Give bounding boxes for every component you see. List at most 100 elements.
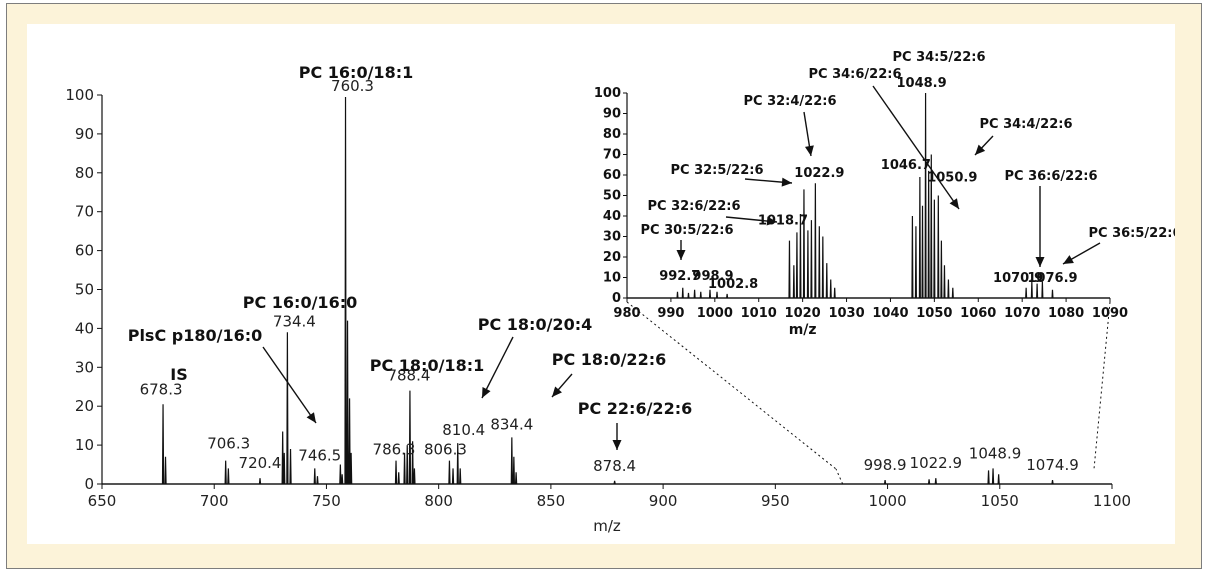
annotation-pc-34-5-22-6: PC 34:5/22:6 bbox=[892, 50, 985, 65]
inset-y-tick-label: 10 bbox=[603, 271, 621, 286]
inset-y-tick-label: 80 bbox=[603, 127, 621, 142]
arrow-pc-34-6-22-6 bbox=[872, 85, 960, 210]
annotation-pc-32-4-22-6: PC 32:4/22:6 bbox=[743, 94, 836, 109]
main-peak-label: 720.4 bbox=[239, 454, 282, 472]
plot-area: 0 10 20 30 40 50 60 70 80 90 100 650 700 750 800 850 900… bbox=[27, 24, 1175, 544]
inset-x-tick-label: 1080 bbox=[1048, 306, 1084, 321]
figure-frame: 0 10 20 30 40 50 60 70 80 90 100 650 700 750 800 850 900… bbox=[6, 3, 1202, 569]
annotation-pc-18-0-18-1: PC 18:0/18:1 bbox=[370, 356, 484, 375]
annotation-pc-32-5-22-6: PC 32:5/22:6 bbox=[670, 163, 763, 178]
annotation-pc-18-0-20-4: PC 18:0/20:4 bbox=[478, 315, 592, 334]
annotation-pc-30-5-22-6: PC 30:5/22:6 bbox=[640, 223, 733, 238]
inset-y-tick-label: 0 bbox=[612, 291, 621, 306]
main-y-tick-label: 100 bbox=[65, 86, 94, 104]
main-spectrum-line bbox=[102, 96, 1112, 485]
inset-x-tick-label: 1020 bbox=[785, 306, 821, 321]
inset-peak-label: 1048.9 bbox=[896, 76, 946, 91]
main-peak-label: 786.3 bbox=[373, 441, 416, 459]
arrow-plsc-head bbox=[306, 412, 316, 423]
main-y-tick-label: 30 bbox=[75, 358, 94, 376]
main-peak-label: 706.3 bbox=[207, 435, 250, 453]
inset-peak-label: 1070.9 bbox=[993, 271, 1043, 286]
annotation-pc-36-6-22-6: PC 36:6/22:6 bbox=[1004, 169, 1097, 184]
main-y-tick-label: 80 bbox=[75, 164, 94, 182]
annotation-pc-16-0-16-0: PC 16:0/16:0 bbox=[243, 293, 357, 312]
inset-y-tick-label: 30 bbox=[603, 230, 621, 245]
inset-x-tick-label: 1030 bbox=[828, 306, 864, 321]
arrow-pc-36-5-22-6-head bbox=[1063, 255, 1074, 264]
main-x-axis-label: m/z bbox=[593, 517, 621, 535]
arrow-plsc bbox=[262, 346, 317, 424]
annotation-pc-34-4-22-6: PC 34:4/22:6 bbox=[979, 117, 1072, 132]
main-y-tick-label: 10 bbox=[75, 436, 94, 454]
inset-peak-label: 1022.9 bbox=[794, 166, 844, 181]
main-peak-label: 998.9 bbox=[864, 456, 907, 474]
main-peak-label: 734.4 bbox=[273, 312, 316, 330]
inset-peak-label: 992.7 bbox=[659, 269, 700, 284]
inset-peak-label: 1076.9 bbox=[1027, 271, 1077, 286]
annotation-pc-32-6-22-6: PC 32:6/22:6 bbox=[647, 199, 740, 214]
inset-peak-label: 1002.8 bbox=[708, 277, 758, 292]
main-y-tick-label: 70 bbox=[75, 203, 94, 221]
arrow-pc-32-6-22-6-head bbox=[766, 216, 777, 226]
inset-y-tick-label: 60 bbox=[603, 168, 621, 183]
main-x-tick-label: 750 bbox=[312, 492, 341, 510]
main-peak-label: 878.4 bbox=[593, 457, 636, 475]
main-peak-label: 746.5 bbox=[298, 446, 341, 464]
main-x-tick-label: 850 bbox=[537, 492, 566, 510]
main-peak-label: 788.4 bbox=[387, 367, 430, 385]
arrow-pc-32-5-22-6-head bbox=[781, 177, 792, 187]
inset-y-tick-label: 70 bbox=[603, 148, 621, 163]
inset-y-tick-label: 20 bbox=[603, 250, 621, 265]
main-x-tick-label: 950 bbox=[761, 492, 790, 510]
inset-y-tick-label: 100 bbox=[594, 86, 621, 101]
arrow-pc-22-6-22-6-head bbox=[612, 440, 622, 450]
inset-x-tick-label: 1000 bbox=[697, 306, 733, 321]
main-x-tick-label: 1050 bbox=[981, 492, 1019, 510]
inset-x-tick-label: 990 bbox=[657, 306, 684, 321]
inset-spectrum-line bbox=[627, 92, 1110, 299]
main-y-tick-label: 60 bbox=[75, 242, 94, 260]
inset-x-tick-label: 980 bbox=[613, 306, 640, 321]
zoom-line-left bbox=[835, 468, 844, 485]
arrow-pc-34-4-22-6-head bbox=[975, 144, 986, 155]
annotation-pc-36-5-22-6: PC 36:5/22:6 bbox=[1088, 226, 1175, 241]
annotation-pc-16-0-18-1: PC 16:0/18:1 bbox=[299, 63, 413, 82]
main-y-tick-label: 0 bbox=[84, 475, 94, 493]
main-x-tick-label: 900 bbox=[649, 492, 678, 510]
main-peak-label: 1022.9 bbox=[910, 454, 963, 472]
main-x-tick-label: 700 bbox=[200, 492, 229, 510]
arrow-pc-34-6-22-6-head bbox=[949, 198, 959, 209]
inset-x-tick-label: 1040 bbox=[872, 306, 908, 321]
arrow-pc-36-6-22-6-head bbox=[1035, 257, 1045, 267]
main-peak-label: 810.4 bbox=[442, 421, 485, 439]
inset-peak-label: 1046.7 bbox=[881, 158, 931, 173]
arrow-pc-32-4-22-6-head bbox=[804, 145, 814, 156]
main-y-tick-label: 40 bbox=[75, 319, 94, 337]
main-peak-label: 760.3 bbox=[331, 77, 374, 95]
inset-x-tick-label: 1010 bbox=[741, 306, 777, 321]
annotation-pc-34-6-22-6: PC 34:6/22:6 bbox=[808, 67, 901, 82]
main-y-tick-label: 50 bbox=[75, 281, 94, 299]
inset-y-tick-label: 40 bbox=[603, 209, 621, 224]
main-y-tick-label: 20 bbox=[75, 397, 94, 415]
main-x-tick-label: 1000 bbox=[868, 492, 906, 510]
inset-peak-label: 1050.9 bbox=[927, 171, 977, 186]
annotation-is: IS bbox=[170, 365, 187, 384]
arrow-pc-30-5-22-6-head bbox=[676, 250, 686, 260]
inset-x-tick-label: 1060 bbox=[960, 306, 996, 321]
annotation-pc-18-0-22-6: PC 18:0/22:6 bbox=[552, 350, 666, 369]
zoom-guide-right bbox=[1093, 301, 1111, 470]
arrow-pc-18-0-22-6-head bbox=[552, 386, 562, 397]
inset-x-tick-label: 1050 bbox=[916, 306, 952, 321]
main-peak-label: 834.4 bbox=[490, 415, 533, 433]
main-peak-label: 1048.9 bbox=[969, 444, 1022, 462]
inset-y-tick-label: 50 bbox=[603, 189, 621, 204]
main-y-tick-label: 90 bbox=[75, 125, 94, 143]
main-peak-label: 678.3 bbox=[140, 380, 183, 398]
arrow-pc-18-0-20-4-head bbox=[482, 387, 491, 398]
annotation-plsc: PlsC p180/16:0 bbox=[128, 326, 263, 345]
inset-peak-label: 1018.7 bbox=[758, 213, 808, 228]
